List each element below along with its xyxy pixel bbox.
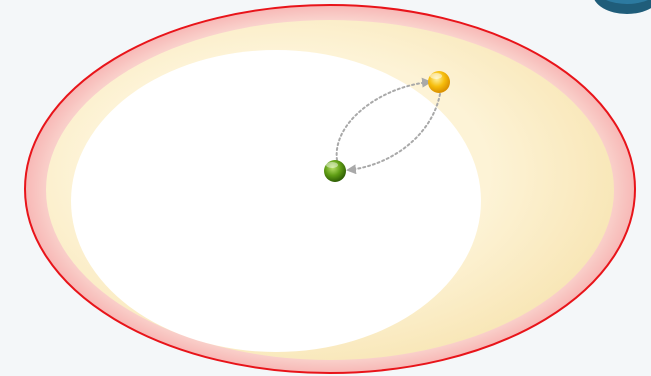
- inner-ellipse: [71, 50, 481, 352]
- connector-green-to-yellow: [335, 77, 432, 161]
- circle-badge-icon: [594, 0, 651, 14]
- connector-yellow-to-green: [346, 93, 441, 175]
- green-node[interactable]: [324, 160, 346, 182]
- yellow-node[interactable]: [428, 71, 450, 93]
